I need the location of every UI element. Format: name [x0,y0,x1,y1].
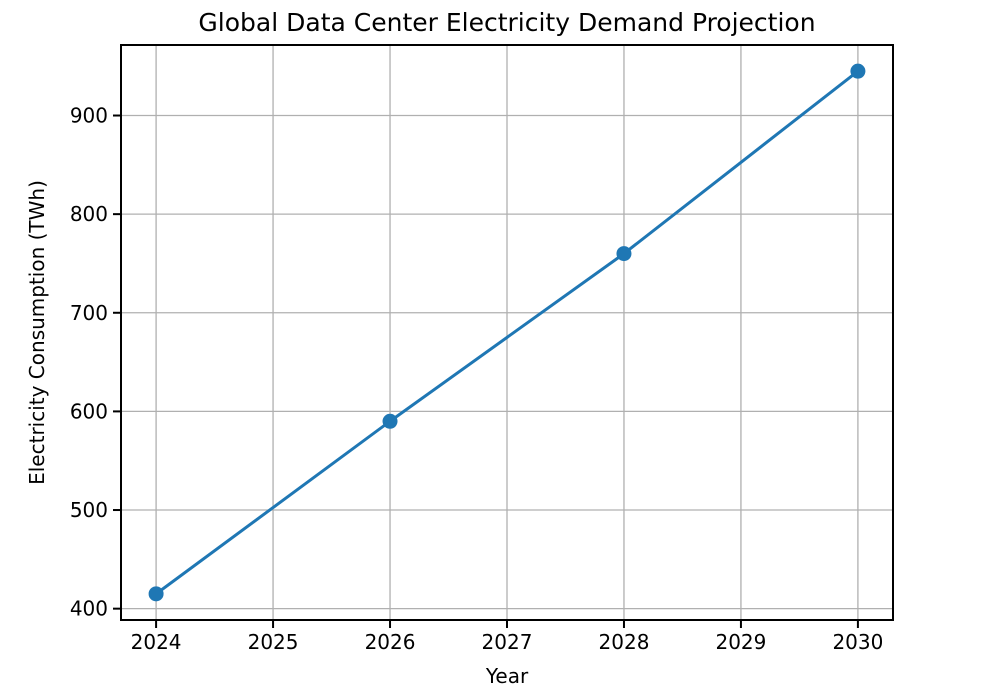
y-tick-label: 900 [70,104,108,128]
data-series [148,63,866,602]
x-tick-label: 2025 [248,630,299,654]
grid-lines [121,45,893,620]
series-line [154,69,860,596]
x-tick-label: 2030 [832,630,883,654]
data-point-marker [616,246,632,262]
data-point-marker [148,586,164,602]
x-tick-label: 2027 [482,630,533,654]
chart-title: Global Data Center Electricity Demand Pr… [198,8,815,37]
y-tick-label: 600 [70,399,108,423]
y-tick-label: 500 [70,498,108,522]
data-point-marker [382,413,398,429]
data-point-marker [850,63,866,79]
x-axis-tick-labels: 2024 2025 2026 2027 2028 2029 2030 [131,630,884,654]
x-tick-label: 2024 [131,630,182,654]
x-tick-label: 2029 [715,630,766,654]
x-tick-label: 2028 [599,630,650,654]
y-axis-label: Electricity Consumption (TWh) [25,180,49,485]
x-axis-label: Year [485,664,529,688]
y-tick-label: 400 [70,597,108,621]
y-axis-tick-labels: 400 500 600 700 800 900 [70,104,108,621]
axes-frame [113,44,894,628]
x-tick-label: 2026 [365,630,416,654]
y-tick-label: 700 [70,301,108,325]
y-tick-label: 800 [70,202,108,226]
